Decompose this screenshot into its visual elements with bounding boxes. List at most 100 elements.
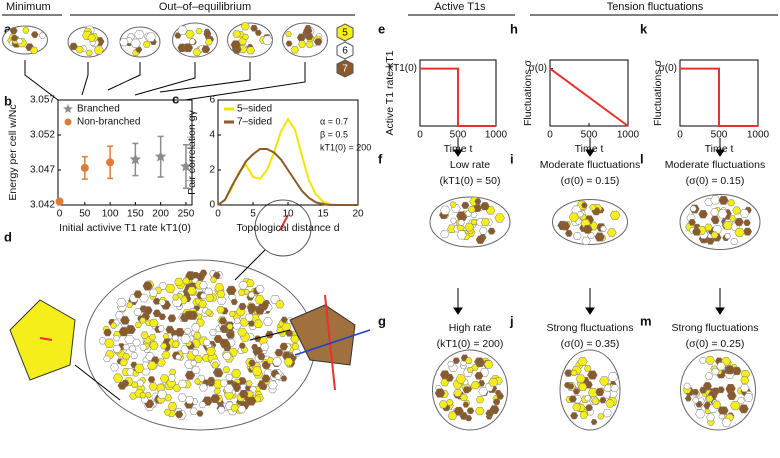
cell — [196, 410, 204, 417]
panel-letter: e — [378, 21, 385, 36]
arrows — [453, 138, 725, 315]
panel-letter: g — [378, 313, 386, 328]
panel-letter: a — [4, 21, 12, 36]
cell — [202, 338, 211, 346]
connector — [159, 62, 251, 93]
legend-label: 6 — [342, 46, 348, 57]
cell — [204, 38, 213, 46]
point — [80, 163, 89, 172]
legend-label: Non-branched — [77, 117, 140, 128]
x-axis-label: Topological distance d — [236, 222, 339, 234]
cell — [237, 327, 248, 337]
x-tick-label: 20 — [352, 209, 364, 220]
cell — [38, 32, 46, 39]
surface-render — [227, 22, 273, 58]
cell — [205, 346, 216, 356]
cell — [110, 322, 118, 329]
cell — [134, 363, 145, 373]
panel-letter: i — [510, 151, 514, 166]
cell — [172, 294, 180, 301]
cell — [134, 30, 145, 40]
cell — [717, 386, 725, 394]
cell — [272, 357, 283, 367]
chart: 0 500 1000 kT1(0) Time t Active T1 rate kT1 — [384, 50, 508, 154]
caption: Strong fluctuations — [547, 322, 634, 334]
cell — [480, 218, 490, 227]
cell — [210, 276, 217, 283]
cell — [214, 369, 224, 378]
plot-frame — [57, 99, 193, 206]
cell — [9, 27, 18, 35]
cell — [743, 227, 753, 236]
cell — [474, 198, 482, 205]
cell — [585, 404, 593, 411]
y-tick-label: kT1(0) — [388, 63, 417, 74]
cell — [470, 381, 480, 390]
caption: Strong fluctuations — [672, 322, 759, 334]
cell — [244, 313, 254, 322]
cell — [198, 401, 207, 409]
cell — [610, 384, 619, 393]
connector — [107, 62, 141, 91]
arrow-head — [585, 307, 595, 315]
y-axis-label: Fluctuations σ — [522, 59, 534, 126]
cell — [174, 410, 184, 418]
cell — [478, 387, 488, 396]
y-tick-label: 2 — [209, 165, 215, 176]
chart: 0 500 1000 σ(0) Time t Fluctuations σ — [522, 59, 640, 154]
header: Out–of–equilibrium — [159, 1, 251, 13]
cell — [187, 286, 197, 296]
y-tick-label: 3.052 — [30, 130, 55, 141]
cell — [162, 333, 170, 340]
cell — [587, 232, 595, 239]
cell — [233, 317, 241, 325]
cell — [706, 413, 715, 422]
cell — [175, 354, 182, 360]
cell — [130, 38, 141, 48]
cell — [231, 369, 242, 378]
chart: 0 500 1000 σ(0) Time t Fluctuations σ — [652, 59, 770, 154]
cell — [188, 38, 196, 45]
cell — [167, 314, 177, 323]
surface-render — [2, 25, 48, 55]
cell — [145, 32, 157, 42]
surface-render — [67, 25, 109, 58]
header: Active T1s — [434, 1, 486, 13]
zoom-cell — [9, 299, 76, 381]
cell — [710, 208, 720, 217]
legend-hex — [336, 59, 354, 78]
cell — [710, 231, 719, 239]
cell — [453, 389, 463, 397]
cell — [163, 408, 172, 416]
cell — [699, 356, 707, 364]
zoom-vector — [294, 329, 371, 356]
x-axis-label: Initial activive T1 rate kT1(0) — [59, 222, 191, 234]
cell — [29, 46, 39, 54]
cell — [475, 406, 485, 416]
cell — [726, 391, 737, 400]
cell — [466, 367, 474, 373]
x-tick-label: 0 — [417, 130, 423, 141]
point — [55, 197, 64, 206]
cell — [75, 45, 84, 54]
cell — [705, 356, 715, 365]
cell — [722, 221, 733, 230]
cell — [564, 369, 573, 377]
cell — [167, 402, 178, 411]
cell — [607, 372, 619, 382]
cell — [87, 34, 96, 42]
cell — [274, 373, 282, 380]
x-tick-label: 250 — [178, 209, 195, 220]
point — [129, 153, 142, 165]
cell — [285, 329, 294, 337]
cell — [177, 25, 188, 35]
cell — [128, 345, 137, 353]
cell — [303, 26, 313, 35]
cell — [139, 317, 147, 324]
connector — [184, 62, 306, 101]
line — [549, 67, 629, 127]
arrow-head — [715, 307, 725, 315]
cell — [195, 28, 203, 35]
cell — [177, 379, 188, 389]
